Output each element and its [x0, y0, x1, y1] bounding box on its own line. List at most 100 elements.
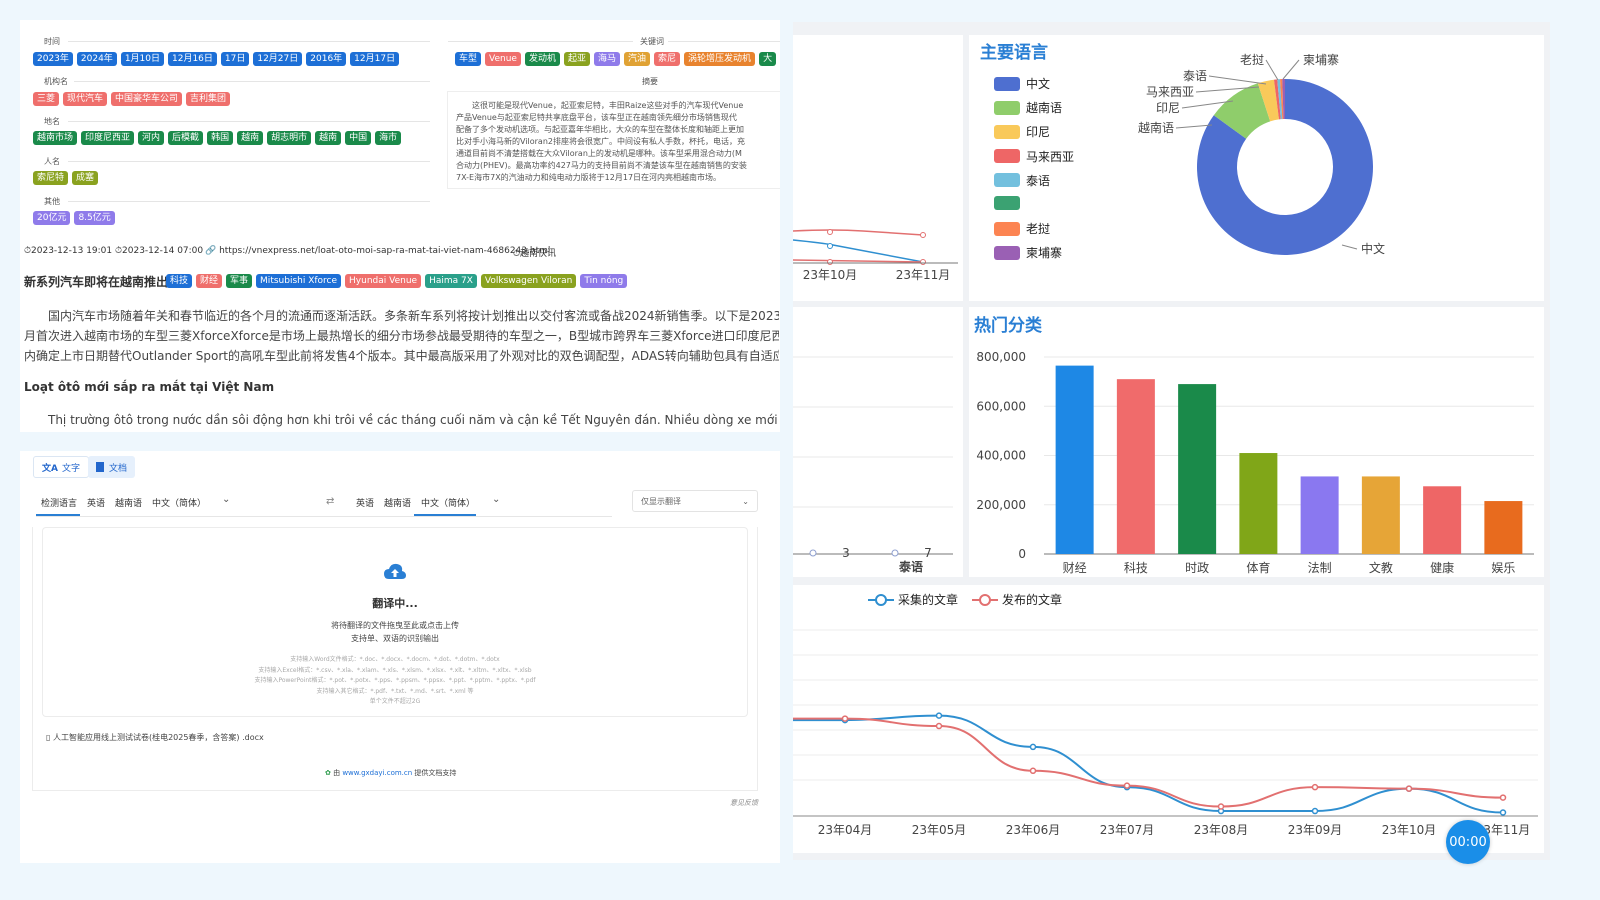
place-tag[interactable]: 河内	[138, 131, 165, 145]
legend-item[interactable]: 中文	[994, 75, 1050, 92]
source-url[interactable]: https://vnexpress.net/loat-oto-moi-sap-r…	[219, 246, 551, 256]
legend-item[interactable]: 柬埔寨	[994, 244, 1062, 261]
article-tag[interactable]: 财经	[196, 274, 223, 288]
pie-slice[interactable]	[1280, 79, 1284, 120]
series-line[interactable]	[793, 714, 1504, 814]
series-line[interactable]	[793, 717, 1504, 808]
time-tag[interactable]: 12月27日	[253, 52, 303, 66]
source-language-dropdown-icon[interactable]: ⌄	[222, 494, 231, 505]
article-tag[interactable]: 军事	[226, 274, 253, 288]
person-tag[interactable]: 成塞	[72, 171, 99, 185]
time-tag[interactable]: 2023年	[33, 52, 73, 66]
bar[interactable]	[1239, 453, 1278, 554]
data-point[interactable]	[1405, 785, 1413, 792]
place-tag[interactable]: 越南	[315, 131, 342, 145]
target-language-dropdown-icon[interactable]: ⌄	[492, 494, 501, 505]
article-tag[interactable]: 科技	[166, 274, 193, 288]
org-tag[interactable]: 现代汽车	[63, 92, 108, 106]
keyword-tag[interactable]: 大	[759, 52, 777, 66]
uploaded-file[interactable]: ▯ 人工智能应用线上测试试卷(桂电2025春季，含答案) .docx	[46, 732, 264, 743]
timer-badge[interactable]: 00:00	[1446, 820, 1490, 864]
place-tag[interactable]: 海市	[375, 131, 402, 145]
place-tag[interactable]: 越南市场	[33, 131, 78, 145]
place-tag[interactable]: 韩国	[207, 131, 234, 145]
data-point[interactable]	[1029, 767, 1037, 775]
legend-item[interactable]: 泰语	[994, 172, 1050, 189]
other-tag[interactable]: 20亿元	[33, 211, 71, 225]
keyword-tag[interactable]: 索尼	[654, 52, 681, 66]
display-mode-select[interactable]: 仅显示翻译 ⌄	[632, 490, 758, 512]
feedback-link[interactable]: 意见反馈	[730, 799, 758, 807]
bar[interactable]	[1423, 486, 1462, 554]
keyword-tag[interactable]: 涡轮增压发动机	[684, 52, 756, 66]
place-tag[interactable]: 印度尼西亚	[81, 131, 135, 145]
data-point[interactable]	[841, 715, 849, 722]
bar[interactable]	[1055, 365, 1094, 554]
language-tab[interactable]: 越南语	[115, 499, 143, 509]
pie-slice[interactable]	[1273, 79, 1281, 120]
place-tag[interactable]: 后模截	[168, 131, 204, 145]
data-point[interactable]	[1311, 807, 1319, 815]
time-tag[interactable]: 12月16日	[168, 52, 217, 66]
legend-item[interactable]: 马来西亚	[994, 148, 1074, 165]
language-tab[interactable]: 中文（简体）	[152, 499, 207, 509]
language-tab[interactable]: 越南语	[384, 499, 412, 509]
keyword-tag[interactable]: 海马	[594, 52, 621, 66]
place-tag[interactable]: 胡志明市	[267, 131, 312, 145]
data-point[interactable]	[1499, 809, 1507, 816]
keyword-tag[interactable]: 汽油	[624, 52, 651, 66]
bar[interactable]	[1361, 476, 1400, 554]
legend-item[interactable]: 老挝	[994, 220, 1050, 237]
time-tag[interactable]: 12月17日	[350, 52, 400, 66]
legend-item[interactable]: 越南语	[994, 99, 1062, 116]
pie-slice[interactable]	[1257, 79, 1279, 122]
keyword-tag[interactable]: Venue	[485, 52, 521, 66]
article-tag[interactable]: Volkswagen Viloran	[480, 274, 577, 288]
time-tag[interactable]: 2016年	[306, 52, 347, 66]
data-point[interactable]	[1029, 743, 1037, 751]
tab-document[interactable]: 文档	[88, 456, 136, 478]
keyword-tag[interactable]: 起亚	[563, 52, 590, 66]
pie-slice[interactable]	[1213, 83, 1271, 139]
data-point[interactable]	[935, 712, 943, 719]
language-tab[interactable]: 检测语言	[41, 499, 78, 509]
org-tag[interactable]: 吉利集团	[186, 92, 231, 106]
upload-dropzone[interactable]	[42, 527, 748, 717]
time-tag[interactable]: 1月10日	[120, 52, 164, 66]
pie-slice[interactable]	[1277, 79, 1283, 120]
article-tag[interactable]: Hyundai Venue	[345, 274, 422, 288]
data-point[interactable]	[1499, 794, 1507, 801]
footer-link[interactable]: www.gxdayi.com.cn	[342, 769, 413, 777]
person-tag[interactable]: 索尼特	[33, 171, 69, 185]
article-tag[interactable]: Mitsubishi Xforce	[256, 274, 342, 288]
org-tag[interactable]: 三菱	[33, 92, 60, 106]
place-tag[interactable]: 中国	[345, 131, 372, 145]
data-point[interactable]	[1311, 783, 1319, 791]
tab-text[interactable]: 文A 文字	[33, 456, 89, 478]
bar[interactable]	[1116, 379, 1155, 554]
pie-slice[interactable]	[1282, 79, 1285, 120]
keyword-tag[interactable]: 车型	[455, 52, 482, 66]
place-tag[interactable]: 越南	[237, 131, 264, 145]
other-tag[interactable]: 8.5亿元	[74, 211, 115, 225]
language-tab[interactable]: 英语	[356, 499, 375, 509]
legend-item[interactable]: 印尼	[994, 123, 1050, 140]
time-tag[interactable]: 17日	[220, 52, 250, 66]
legend-item[interactable]	[994, 196, 1026, 210]
article-tag[interactable]: Haima 7X	[425, 274, 477, 288]
article-tag[interactable]: Tin nóng	[580, 274, 628, 288]
language-tab[interactable]: 中文（简体）	[421, 499, 476, 509]
bar[interactable]	[1178, 384, 1217, 554]
time-tag[interactable]: 2024年	[76, 52, 117, 66]
data-point[interactable]	[1123, 782, 1131, 789]
language-tab[interactable]: 英语	[87, 499, 106, 509]
org-tag[interactable]: 中国豪华车公司	[111, 92, 183, 106]
pie-slice[interactable]	[1197, 79, 1373, 255]
source-url-link[interactable]: 🔗 https://vnexpress.net/loat-oto-moi-sap…	[205, 246, 551, 256]
swap-languages-icon[interactable]: ⇄	[326, 496, 335, 507]
bar[interactable]	[1300, 476, 1339, 554]
keyword-tag[interactable]: 发动机	[524, 52, 560, 66]
data-point[interactable]	[935, 722, 943, 730]
data-point[interactable]	[1217, 803, 1225, 810]
bar[interactable]	[1484, 501, 1523, 554]
